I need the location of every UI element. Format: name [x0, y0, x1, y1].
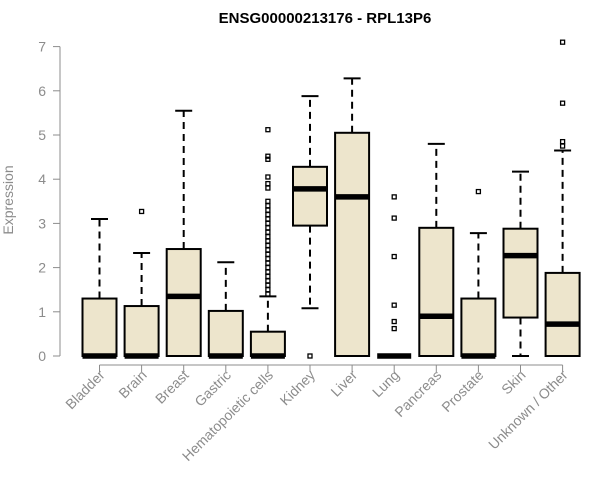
box-pancreas [418, 142, 455, 357]
outlier-point [265, 220, 271, 227]
x-tick-label: Lung [369, 367, 402, 400]
outlier-point [265, 264, 271, 271]
outlier-point [265, 203, 271, 209]
outlier-point [265, 185, 271, 191]
outlier-point [391, 253, 397, 260]
outlier-point [265, 156, 271, 162]
box-rect [81, 297, 118, 358]
outlier-point [475, 188, 482, 195]
box-prostate [460, 188, 497, 359]
outlier-point [265, 282, 271, 288]
outlier-point [391, 194, 397, 200]
outlier-point [391, 215, 397, 221]
y-tick-label: 4 [38, 171, 46, 187]
box-rect [418, 226, 455, 357]
outlier-point [265, 207, 271, 213]
outlier-point [391, 325, 397, 332]
x-tick-label: Brain [115, 367, 149, 401]
outlier-point [559, 143, 566, 149]
chart-title: ENSG00000213176 - RPL13P6 [219, 10, 432, 27]
outlier-point [265, 256, 271, 262]
x-tick-label: Liver [327, 367, 360, 400]
box-rect [123, 305, 160, 357]
x-tick-label: Pancreas [391, 367, 444, 420]
outlier-point [265, 291, 271, 297]
outlier-point [265, 251, 271, 257]
x-tick-label: Bladder [62, 367, 108, 413]
x-tick-label: Skin [498, 367, 529, 398]
outlier-point [265, 225, 271, 231]
outlier-point [265, 278, 271, 284]
x-tick-label: Breast [152, 367, 192, 407]
outlier-point [391, 318, 397, 325]
outlier-point [559, 39, 566, 45]
y-tick-label: 1 [38, 304, 46, 320]
y-tick-label: 2 [38, 260, 46, 276]
box-breast [165, 109, 202, 357]
outlier-point [265, 260, 271, 266]
box-rect [460, 297, 497, 358]
outlier-point [265, 180, 271, 187]
outlier-point [138, 208, 145, 215]
y-tick-label: 6 [38, 83, 46, 99]
box-rect [502, 227, 539, 319]
box-lung [377, 194, 412, 359]
y-tick-label: 3 [38, 215, 46, 231]
outlier-point [559, 138, 566, 145]
outlier-point [391, 302, 397, 308]
outlier-point [307, 353, 313, 359]
outlier-point [265, 247, 271, 253]
box-rect [292, 165, 328, 227]
box-hematopoietic-cells [249, 127, 286, 359]
box-rect [334, 131, 371, 357]
outlier-point [265, 234, 271, 240]
outlier-point [265, 211, 271, 218]
y-axis-label: Expression [0, 165, 16, 234]
y-axis: 0 1 2 3 4 5 6 7 [38, 39, 61, 364]
outlier-point [265, 153, 271, 159]
boxes-group [81, 39, 581, 359]
y-tick-label: 0 [38, 348, 46, 364]
outlier-point [559, 100, 566, 106]
box-rect [544, 271, 581, 357]
outlier-point [265, 216, 271, 222]
box-brain [123, 208, 160, 359]
box-gastric [207, 261, 244, 359]
outlier-point [265, 174, 271, 180]
outlier-point [265, 229, 271, 235]
outlier-point [265, 242, 271, 249]
outlier-point [265, 238, 271, 244]
outlier-point [265, 198, 271, 204]
outlier-point [265, 273, 271, 280]
box-unknown-other [544, 39, 581, 357]
y-tick-label: 7 [38, 39, 46, 55]
outlier-point [265, 269, 271, 275]
y-tick-label: 5 [38, 127, 46, 143]
outlier-point [265, 287, 271, 293]
box-rect [249, 330, 286, 358]
box-liver [334, 77, 371, 357]
x-tick-label: Prostate [438, 367, 486, 415]
box-skin [502, 170, 539, 357]
box-bladder [81, 217, 118, 359]
x-tick-label: Kidney [277, 367, 319, 409]
box-rect [165, 248, 202, 357]
x-tick-label: Unknown / Other [485, 367, 571, 453]
box-kidney [292, 95, 328, 359]
box-rect [207, 309, 244, 357]
outlier-point [265, 127, 271, 133]
